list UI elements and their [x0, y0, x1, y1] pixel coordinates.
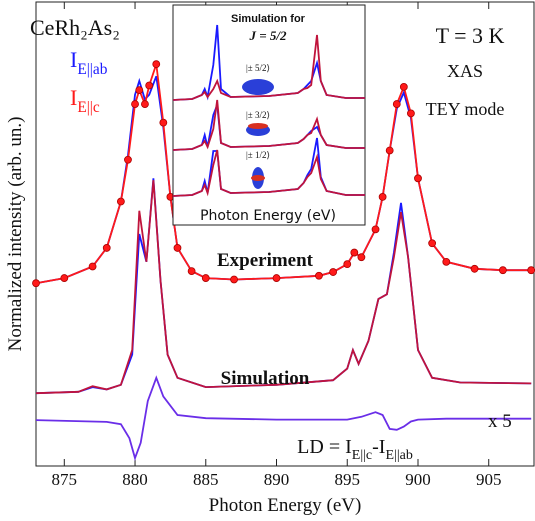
data-point: [498, 266, 507, 275]
data-point: [141, 100, 149, 108]
data-point: [60, 274, 69, 282]
inset-x-axis-label: Photon Energy (eV): [200, 208, 336, 224]
annotation: Experiment: [217, 250, 314, 271]
x-axis-label: Photon Energy (eV): [209, 495, 362, 516]
state-label: |± 3/2⟩: [246, 110, 270, 120]
data-point: [414, 174, 422, 183]
x-tick-label: 905: [476, 470, 502, 489]
data-point: [442, 257, 451, 266]
data-point: [399, 83, 408, 91]
data-point: [124, 155, 132, 164]
inset-subtitle: J = 5/2: [248, 28, 287, 43]
series-line: [172, 99, 365, 151]
x-tick-label: 880: [122, 470, 148, 489]
main-plot: 875 880 885 890 895 900 905 Photon Energy (eV) N…: [5, 2, 535, 516]
data-point: [407, 109, 415, 118]
series-line: [172, 34, 365, 101]
data-point: [371, 225, 380, 234]
x-tick-label: 890: [264, 470, 290, 489]
annotation: T = 3 K: [436, 23, 505, 48]
orbital-icon: [248, 123, 268, 129]
x-tick-label: 875: [52, 470, 78, 489]
inset-frame: [172, 4, 366, 226]
data-point: [527, 266, 535, 275]
data-point: [173, 244, 182, 252]
annotation: CeRh₂As₂: [30, 15, 120, 40]
inset-title: Simulation for: [231, 13, 306, 25]
annotation: TEY mode: [426, 99, 505, 119]
annotation: x 5: [488, 411, 512, 432]
data-point: [392, 100, 401, 108]
data-point: [32, 279, 40, 288]
data-point: [378, 192, 387, 201]
orbital-icon: [251, 175, 265, 181]
inset-plot: Simulation for J = 5/2 Photon Energy (eV) |…: [172, 13, 365, 224]
x-tick-label: 900: [405, 470, 431, 489]
y-axis-label: Normalized intensity (arb. un.): [5, 117, 26, 352]
data-point: [135, 86, 144, 95]
series-line: [172, 149, 365, 197]
orbital-icons: [242, 79, 274, 189]
data-point: [385, 146, 394, 155]
data-point: [350, 248, 359, 257]
annotation: Simulation: [221, 368, 310, 389]
x-tick-label: 895: [335, 470, 361, 489]
legend-label: IE||c: [70, 85, 100, 116]
data-point: [329, 268, 338, 276]
legend-label: IE||ab: [70, 47, 108, 78]
data-point: [230, 275, 238, 284]
data-point: [116, 197, 125, 206]
data-point: [315, 271, 323, 280]
data-point: [201, 274, 210, 282]
plot-frame: [35, 1, 535, 467]
series-line: [35, 180, 532, 395]
series-line: [35, 375, 532, 461]
data-point: [187, 267, 196, 276]
data-point: [357, 253, 366, 262]
data-point: [272, 274, 281, 282]
data-point: [102, 244, 111, 252]
state-label: |± 5/2⟩: [246, 63, 270, 73]
data-point: [159, 118, 168, 127]
annotation: LD = IE||c-IE||ab: [297, 436, 413, 463]
data-point: [145, 81, 154, 90]
orbital-icon: [242, 79, 274, 95]
data-point: [88, 262, 97, 271]
data-point: [343, 260, 352, 269]
x-tick-label: 885: [193, 470, 219, 489]
annotation: XAS: [447, 61, 483, 81]
data-point: [428, 239, 437, 248]
data-point: [470, 264, 479, 273]
data-point: [131, 100, 139, 108]
state-label: |± 1/2⟩: [246, 150, 270, 160]
data-point: [152, 60, 161, 69]
